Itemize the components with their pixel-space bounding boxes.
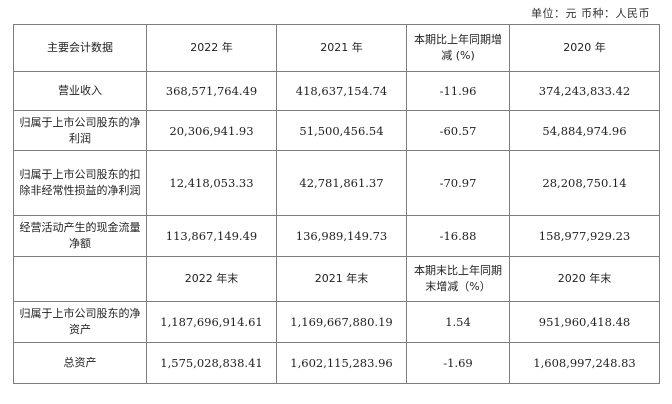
row-label: 总资产	[13, 342, 147, 384]
value-change: -16.88	[406, 215, 510, 257]
row-label: 营业收入	[13, 71, 147, 111]
subheader-blank	[13, 256, 147, 302]
table-row: 归属于上市公司股东的扣除非经常性损益的净利润 12,418,053.33 42,…	[13, 150, 660, 216]
value-change: -11.96	[406, 71, 510, 111]
value-2021: 42,781,861.37	[276, 150, 407, 216]
table-row: 经营活动产生的现金流量净额 113,867,149.49 136,989,149…	[13, 215, 660, 257]
value-2020: 1,608,997,248.83	[509, 342, 660, 384]
value-2022: 113,867,149.49	[146, 215, 277, 257]
header-main-data: 主要会计数据	[13, 24, 147, 72]
value-2020: 951,960,418.48	[509, 301, 660, 343]
subheader-2022-end: 2022 年末	[146, 256, 277, 302]
value-change: 1.54	[406, 301, 510, 343]
unit-note: 单位：元 币种：人民币	[531, 7, 650, 20]
row-label: 归属于上市公司股东的扣除非经常性损益的净利润	[13, 150, 147, 216]
value-2020: 28,208,750.14	[509, 150, 660, 216]
value-2020: 158,977,929.23	[509, 215, 660, 257]
header-2021: 2021 年	[276, 24, 407, 72]
subheader-2021-end: 2021 年末	[276, 256, 407, 302]
value-2022: 1,187,696,914.61	[146, 301, 277, 343]
value-2021: 51,500,456.54	[276, 110, 407, 151]
value-2020: 374,243,833.42	[509, 71, 660, 111]
table-header-row: 主要会计数据 2022 年 2021 年 本期比上年同期增减 (%) 2020 …	[13, 24, 660, 72]
header-change: 本期比上年同期增减 (%)	[406, 24, 510, 72]
row-label: 经营活动产生的现金流量净额	[13, 215, 147, 257]
value-2021: 136,989,149.73	[276, 215, 407, 257]
subheader-2020-end: 2020 年末	[509, 256, 660, 302]
value-change: -70.97	[406, 150, 510, 216]
value-2020: 54,884,974.96	[509, 110, 660, 151]
table-subheader-row: 2022 年末 2021 年末 本期末比上年同期末增减（%） 2020 年末	[13, 256, 660, 302]
row-label: 归属于上市公司股东的净利润	[13, 110, 147, 151]
value-2021: 1,602,115,283.96	[276, 342, 407, 384]
value-2022: 1,575,028,838.41	[146, 342, 277, 384]
financial-data-table: 主要会计数据 2022 年 2021 年 本期比上年同期增减 (%) 2020 …	[13, 24, 660, 384]
header-2020: 2020 年	[509, 24, 660, 72]
value-2022: 20,306,941.93	[146, 110, 277, 151]
value-change: -60.57	[406, 110, 510, 151]
value-change: -1.69	[406, 342, 510, 384]
value-2021: 418,637,154.74	[276, 71, 407, 111]
table-row: 归属于上市公司股东的净利润 20,306,941.93 51,500,456.5…	[13, 110, 660, 151]
value-2022: 368,571,764.49	[146, 71, 277, 111]
value-2021: 1,169,667,880.19	[276, 301, 407, 343]
header-2022: 2022 年	[146, 24, 277, 72]
table-row: 归属于上市公司股东的净资产 1,187,696,914.61 1,169,667…	[13, 301, 660, 343]
subheader-change: 本期末比上年同期末增减（%）	[406, 256, 510, 302]
value-2022: 12,418,053.33	[146, 150, 277, 216]
row-label: 归属于上市公司股东的净资产	[13, 301, 147, 343]
table-row: 总资产 1,575,028,838.41 1,602,115,283.96 -1…	[13, 342, 660, 384]
table-row: 营业收入 368,571,764.49 418,637,154.74 -11.9…	[13, 71, 660, 111]
